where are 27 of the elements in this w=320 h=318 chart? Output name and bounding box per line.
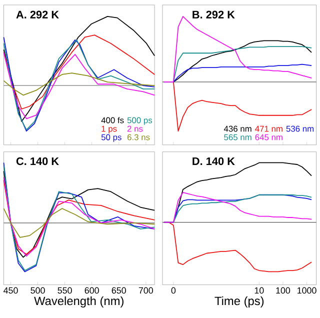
x-tick-label: 100 bbox=[276, 288, 290, 294]
x-axis-title: Wavelength (nm) bbox=[34, 296, 124, 308]
x-tick-label: 500 bbox=[30, 288, 45, 294]
text: 436 nm bbox=[224, 126, 252, 132]
text: 50 ps bbox=[101, 134, 122, 142]
chart-title: A. 292 K bbox=[16, 10, 59, 19]
text: 2 ns bbox=[127, 126, 143, 132]
text: 645 nm bbox=[255, 134, 282, 140]
chart-title: B. 292 K bbox=[192, 10, 235, 19]
x-tick-label: 550 bbox=[58, 288, 72, 294]
x-tick-label: 10 bbox=[254, 288, 264, 294]
x-axis-title: Time (ps) bbox=[214, 296, 264, 308]
text: 565 nm bbox=[224, 134, 252, 140]
x-tick-label: 450 bbox=[4, 288, 18, 294]
text: 536 nm bbox=[286, 126, 314, 132]
x-tick-label: 650 bbox=[112, 288, 126, 294]
text: 1 ps bbox=[102, 126, 117, 134]
text: 400 fs bbox=[101, 117, 124, 124]
x-tick-label: 600 bbox=[84, 288, 99, 294]
text: 6.3 ns bbox=[127, 134, 150, 140]
series-label: 471 nm bbox=[255, 126, 282, 132]
chart-title: C. 140 K bbox=[16, 158, 59, 166]
x-tick-label: 1000 bbox=[298, 288, 316, 294]
x-tick-label: 700 bbox=[138, 288, 153, 294]
x-tick-label: 0 bbox=[171, 288, 176, 294]
chart-title: D. 140 K bbox=[192, 158, 235, 166]
text: 500 ps bbox=[127, 118, 152, 126]
